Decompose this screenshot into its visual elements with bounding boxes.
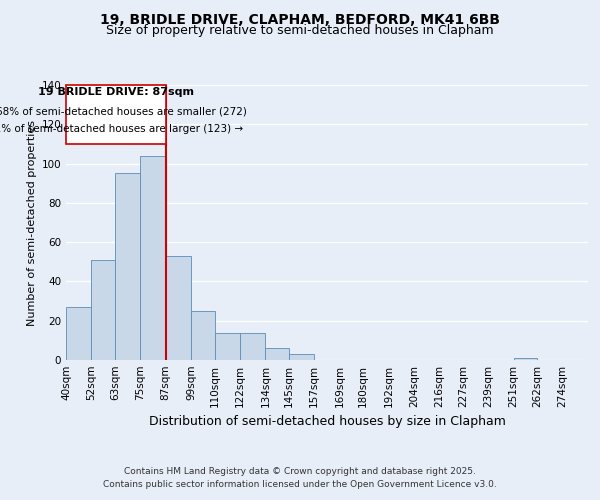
Text: 19 BRIDLE DRIVE: 87sqm: 19 BRIDLE DRIVE: 87sqm bbox=[38, 87, 194, 97]
Bar bbox=[265, 348, 289, 360]
Bar bbox=[514, 358, 537, 360]
Bar bbox=[66, 85, 166, 144]
Y-axis label: Number of semi-detached properties: Number of semi-detached properties bbox=[27, 120, 37, 326]
Bar bbox=[191, 311, 215, 360]
Bar bbox=[91, 260, 115, 360]
Text: 19, BRIDLE DRIVE, CLAPHAM, BEDFORD, MK41 6BB: 19, BRIDLE DRIVE, CLAPHAM, BEDFORD, MK41… bbox=[100, 12, 500, 26]
Text: Contains public sector information licensed under the Open Government Licence v3: Contains public sector information licen… bbox=[103, 480, 497, 489]
X-axis label: Distribution of semi-detached houses by size in Clapham: Distribution of semi-detached houses by … bbox=[149, 416, 505, 428]
Text: ← 68% of semi-detached houses are smaller (272): ← 68% of semi-detached houses are smalle… bbox=[0, 106, 247, 117]
Text: Size of property relative to semi-detached houses in Clapham: Size of property relative to semi-detach… bbox=[106, 24, 494, 37]
Bar bbox=[166, 256, 191, 360]
Text: Contains HM Land Registry data © Crown copyright and database right 2025.: Contains HM Land Registry data © Crown c… bbox=[124, 467, 476, 476]
Text: 31% of semi-detached houses are larger (123) →: 31% of semi-detached houses are larger (… bbox=[0, 124, 244, 134]
Bar bbox=[140, 156, 166, 360]
Bar bbox=[115, 174, 140, 360]
Bar bbox=[66, 307, 91, 360]
Bar bbox=[289, 354, 314, 360]
Bar bbox=[215, 332, 240, 360]
Bar bbox=[240, 332, 265, 360]
